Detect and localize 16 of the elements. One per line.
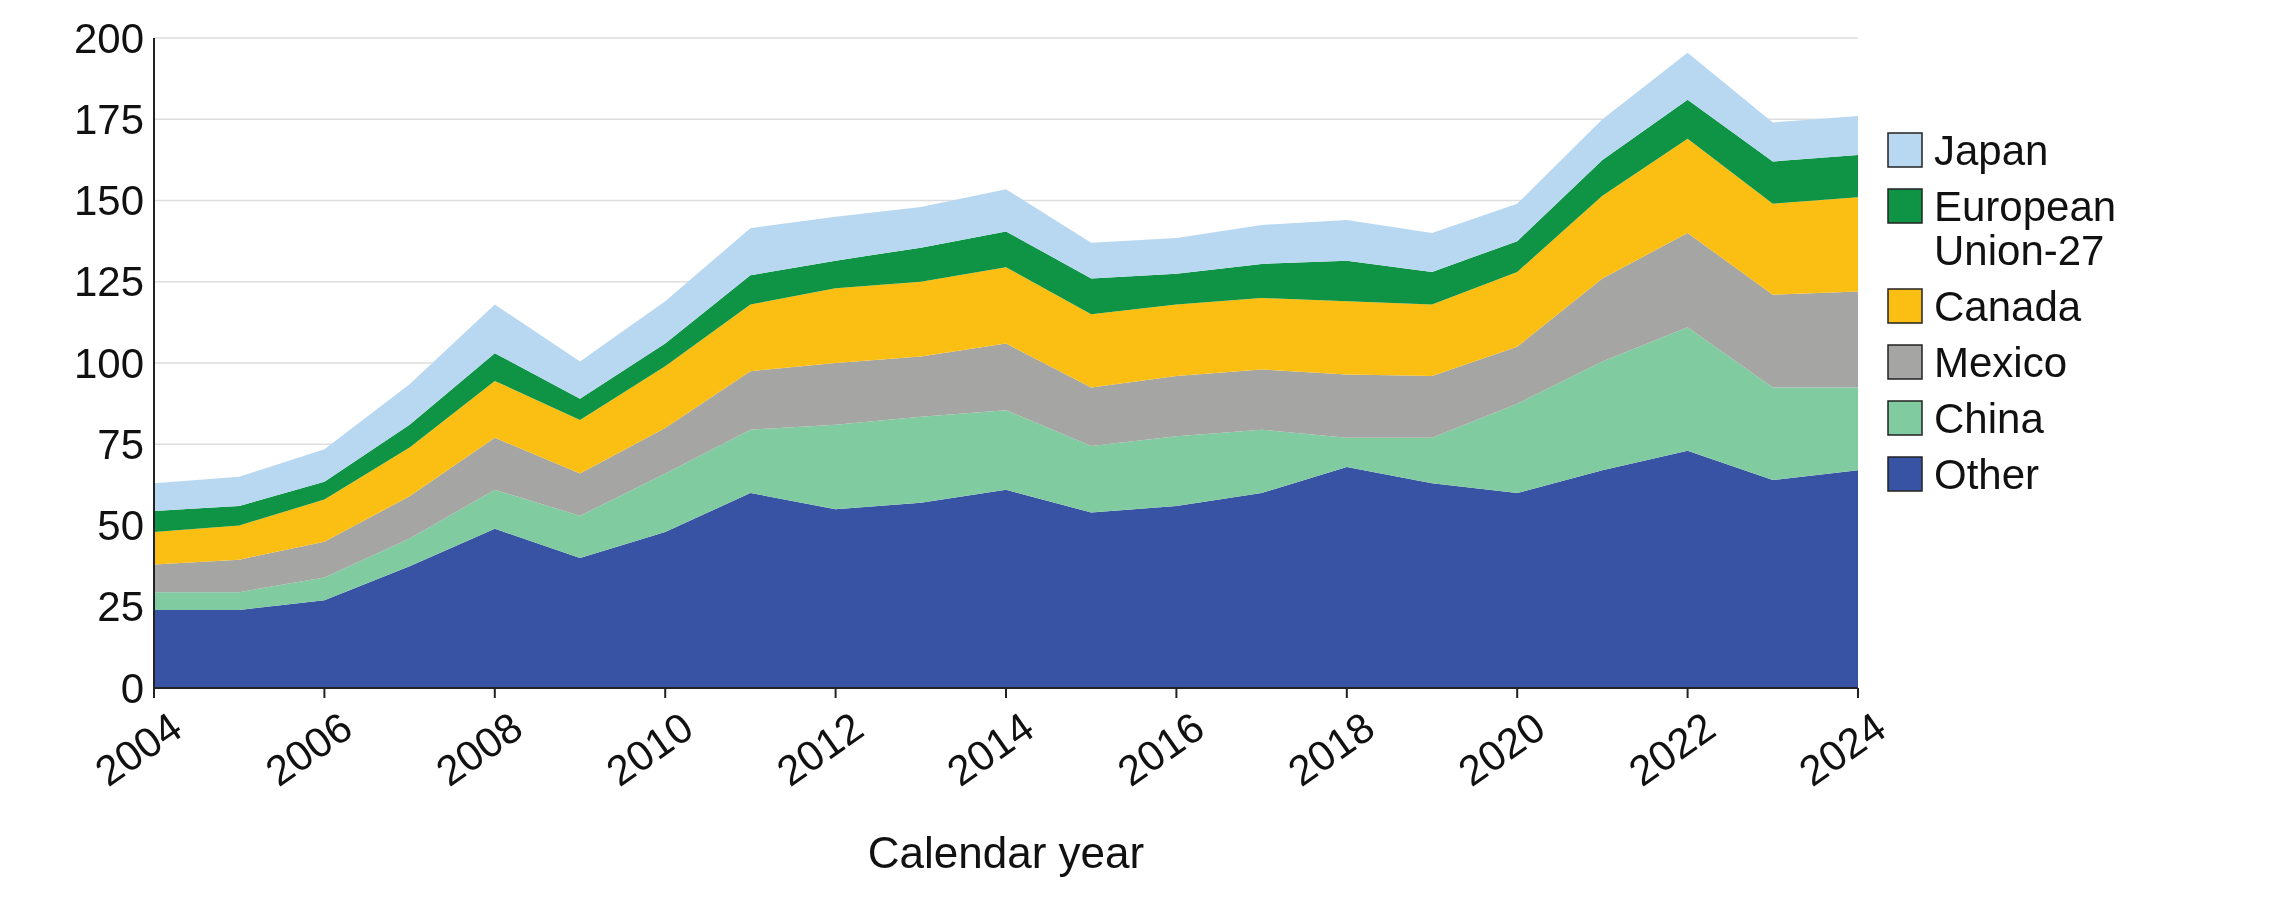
y-tick-label: 200 (73, 14, 144, 62)
y-tick-label: 125 (73, 258, 144, 306)
y-tick-label: 175 (73, 95, 144, 143)
y-tick-label: 25 (97, 583, 144, 631)
y-tick-label: 150 (73, 177, 144, 225)
legend-label: Other (1934, 450, 2040, 498)
legend-label: Mexico (1934, 338, 2068, 386)
y-tick-label: 0 (120, 664, 144, 712)
y-tick-label: 100 (73, 339, 144, 387)
legend-label: European Union-27 (1934, 182, 2117, 274)
x-axis-title: Calendar year (867, 828, 1145, 877)
legend-label: Japan (1934, 126, 2049, 174)
legend-label: China (1934, 394, 2045, 442)
legend-label: Canada (1934, 282, 2082, 330)
y-tick-label: 50 (97, 502, 144, 550)
y-tick-label: 75 (97, 420, 144, 468)
